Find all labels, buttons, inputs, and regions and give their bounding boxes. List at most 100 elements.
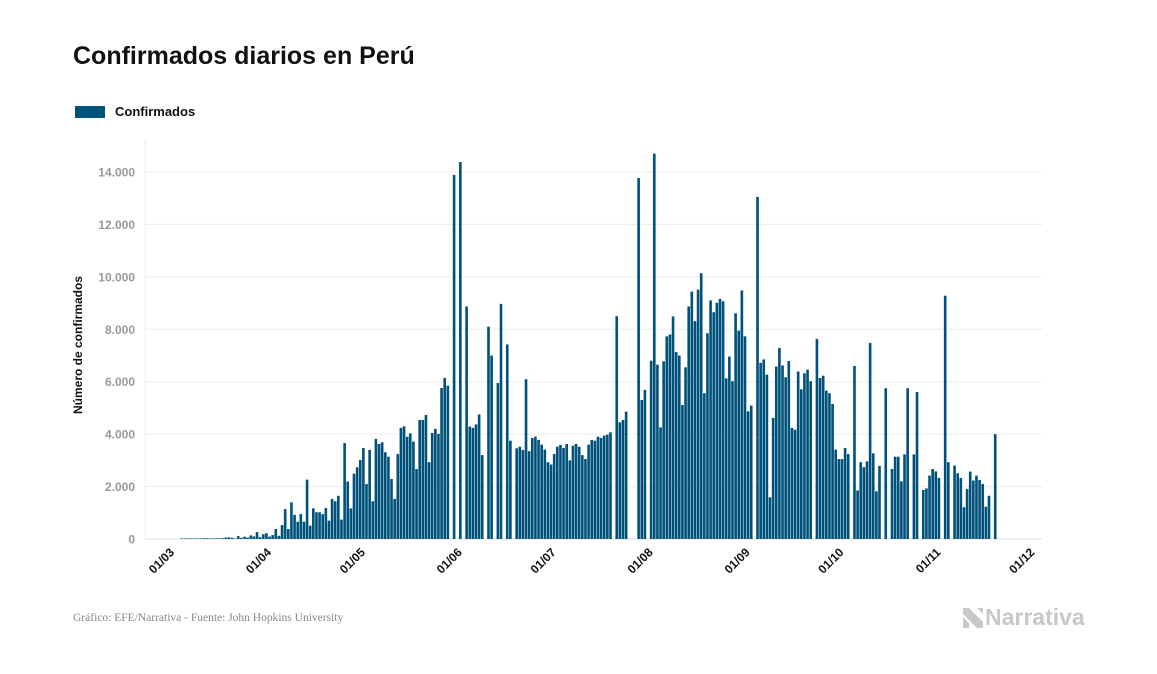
bar — [724, 378, 728, 539]
bar — [377, 443, 381, 539]
bar — [799, 389, 803, 539]
bar — [302, 521, 306, 539]
bar — [921, 489, 925, 539]
bar — [390, 478, 393, 539]
bar — [271, 535, 274, 539]
bar — [652, 153, 656, 539]
bar — [731, 381, 734, 539]
bar — [408, 433, 412, 539]
y-tick-label: 8.000 — [105, 323, 135, 337]
bar — [193, 538, 196, 539]
bar — [565, 443, 569, 539]
legend: Confirmados — [75, 104, 195, 119]
bar — [818, 378, 822, 539]
bar — [762, 359, 766, 539]
bar — [843, 448, 847, 539]
bar — [343, 443, 346, 539]
legend-swatch — [75, 105, 105, 118]
bar — [728, 356, 731, 539]
bar — [809, 381, 812, 539]
bar — [515, 448, 518, 539]
bar — [252, 536, 256, 539]
bar — [937, 477, 941, 539]
narrativa-logo: Narrativa — [963, 604, 1085, 631]
bar — [662, 361, 665, 539]
bar — [581, 455, 584, 539]
bar — [793, 429, 797, 539]
bar — [524, 379, 528, 539]
bar — [290, 502, 293, 539]
bar — [362, 448, 365, 539]
bar — [318, 512, 321, 539]
bar — [208, 538, 212, 539]
bar — [865, 461, 869, 539]
bar — [606, 434, 609, 539]
bar — [559, 444, 562, 539]
bar — [699, 273, 703, 539]
bar — [668, 334, 672, 539]
bar — [709, 300, 712, 539]
bar — [953, 465, 956, 539]
bar — [477, 414, 481, 539]
bar — [781, 365, 784, 539]
x-tick-labels: 01/03 01/04 01/05 01/06 01/07 01/08 01/09 01/10… — [146, 545, 1038, 576]
bar — [399, 427, 403, 539]
bar — [305, 479, 309, 539]
bar — [771, 417, 775, 539]
bar — [706, 333, 709, 539]
bar — [972, 480, 975, 539]
bar — [543, 449, 547, 539]
source-footer: Gráfico: EFE/Narrativa - Fuente: John Ho… — [73, 612, 344, 624]
bar — [790, 427, 794, 539]
bar — [505, 344, 509, 539]
bar — [637, 178, 640, 539]
bar — [556, 446, 559, 539]
bar — [815, 338, 819, 539]
bar — [734, 313, 737, 539]
bar — [380, 442, 384, 539]
bar — [906, 388, 909, 539]
x-tick-label: 01/08 — [625, 545, 656, 576]
x-tick-label: 01/06 — [434, 545, 465, 576]
bar — [255, 532, 259, 539]
bar — [624, 411, 628, 539]
bar — [299, 514, 303, 539]
y-tick-label: 6.000 — [105, 375, 135, 389]
bar — [258, 537, 262, 539]
bar — [459, 162, 462, 540]
bar — [499, 303, 503, 539]
bar — [546, 462, 550, 539]
y-tick-label: 14.000 — [98, 166, 135, 180]
bar — [947, 462, 950, 539]
bar — [427, 462, 431, 539]
bar — [837, 459, 841, 539]
bar — [405, 436, 409, 539]
bar — [227, 537, 231, 539]
y-tick-label: 0 — [128, 533, 135, 547]
bar — [981, 483, 985, 539]
bar — [962, 507, 966, 539]
bar — [890, 469, 894, 539]
bar — [643, 389, 647, 539]
bar — [975, 475, 978, 539]
bar — [934, 471, 938, 539]
bar — [943, 295, 947, 539]
bar — [465, 306, 468, 539]
bar — [587, 444, 590, 539]
bar — [806, 369, 809, 539]
bar — [418, 419, 421, 539]
bar — [218, 538, 221, 539]
bar — [900, 481, 903, 539]
legend-label: Confirmados — [115, 104, 196, 119]
bar — [828, 393, 831, 539]
bar — [333, 501, 337, 539]
bar — [221, 538, 224, 539]
bar — [931, 469, 934, 539]
bar — [925, 488, 928, 539]
bar — [387, 456, 390, 539]
bar — [846, 454, 850, 539]
bar — [893, 456, 897, 539]
bar — [315, 512, 318, 539]
bar — [211, 538, 215, 539]
bar — [274, 529, 278, 539]
